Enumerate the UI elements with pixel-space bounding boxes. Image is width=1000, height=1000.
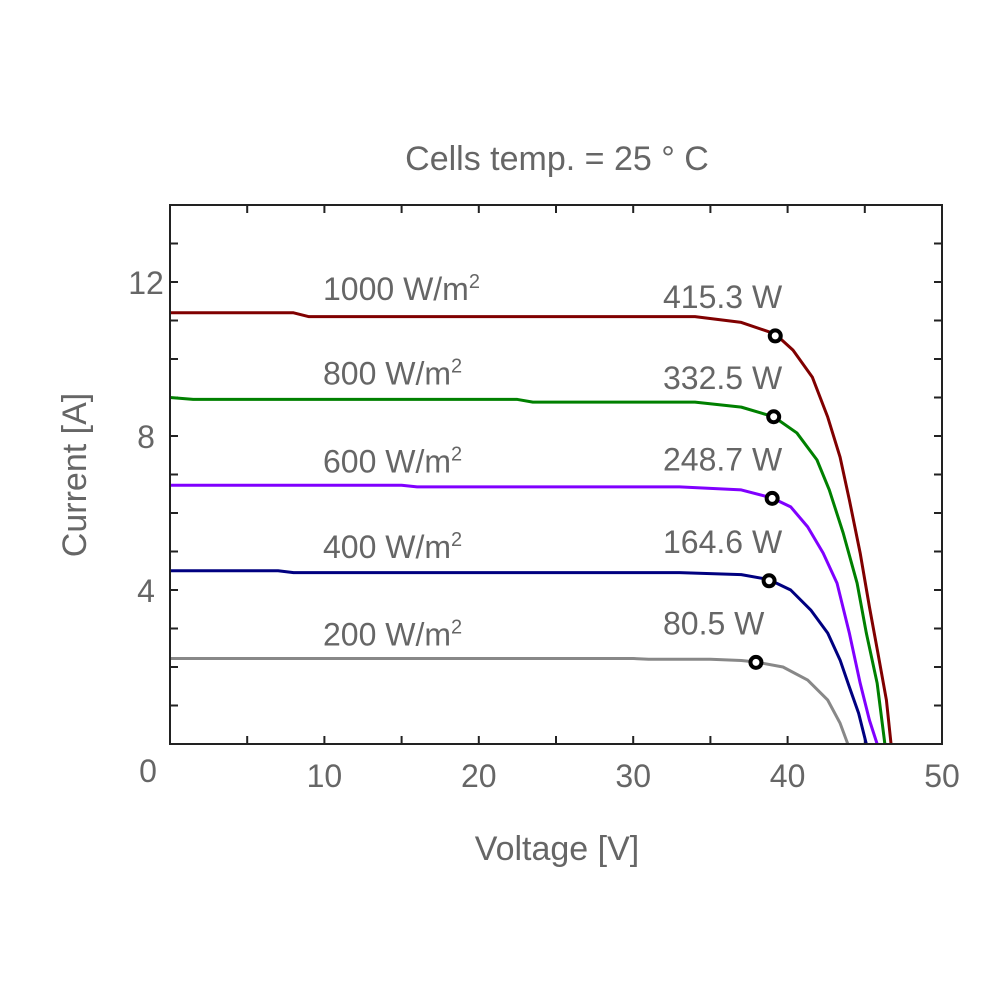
mpp-marker <box>764 490 780 506</box>
origin-tick-label: 0 <box>139 753 157 789</box>
irradiance-text: 1000 W/m <box>323 271 469 307</box>
series-0: 1000 W/m2 415.3 W <box>170 271 893 745</box>
irradiance-label: 800 W/m2 <box>323 356 462 392</box>
x-tick-label: 10 <box>307 758 343 794</box>
irradiance-text: 200 W/m <box>323 617 451 653</box>
series-2: 600 W/m2 248.7 W <box>170 441 879 745</box>
x-tick-label: 20 <box>461 758 497 794</box>
irradiance-label: 600 W/m2 <box>323 443 462 479</box>
mpp-power-label: 164.6 W <box>663 524 783 560</box>
mpp-power-label: 248.7 W <box>663 441 783 477</box>
iv-curve-line <box>170 311 893 745</box>
irradiance-superscript: 2 <box>451 617 462 639</box>
y-axis-label: Current [A] <box>56 393 94 557</box>
mpp-marker <box>766 409 782 425</box>
irradiance-label: 400 W/m2 <box>323 529 462 565</box>
x-tick-label: 50 <box>924 758 960 794</box>
irradiance-superscript: 2 <box>469 271 480 293</box>
iv-curve-line <box>169 396 887 745</box>
mpp-marker <box>761 573 777 589</box>
irradiance-superscript: 2 <box>451 356 462 378</box>
irradiance-text: 400 W/m <box>323 529 451 565</box>
mpp-marker <box>748 654 764 670</box>
irradiance-label: 200 W/m2 <box>323 617 462 653</box>
y-tick-label: 4 <box>137 573 155 609</box>
irradiance-text: 800 W/m <box>323 356 451 392</box>
mpp-power-label: 80.5 W <box>663 605 765 641</box>
irradiance-superscript: 2 <box>451 529 462 551</box>
y-tick-label: 8 <box>137 419 155 455</box>
iv-curve-line <box>170 657 850 745</box>
iv-curve-line <box>170 569 868 745</box>
irradiance-label: 1000 W/m2 <box>323 271 480 307</box>
y-tick-label: 12 <box>128 265 164 301</box>
irradiance-text: 600 W/m <box>323 443 451 479</box>
x-tick-label: 30 <box>615 758 651 794</box>
mpp-marker <box>767 328 783 344</box>
chart-title: Cells temp. = 25 ° C <box>405 140 709 178</box>
mpp-power-label: 332.5 W <box>663 360 783 396</box>
series-4: 200 W/m2 80.5 W <box>170 605 850 745</box>
irradiance-superscript: 2 <box>451 443 462 465</box>
x-axis-label: Voltage [V] <box>475 830 639 868</box>
series-3: 400 W/m2 164.6 W <box>170 524 868 745</box>
x-tick-label: 40 <box>770 758 806 794</box>
iv-curve-line <box>170 483 879 745</box>
series-1: 800 W/m2 332.5 W <box>169 356 887 745</box>
mpp-power-label: 415.3 W <box>663 279 783 315</box>
plot-frame <box>169 204 943 745</box>
